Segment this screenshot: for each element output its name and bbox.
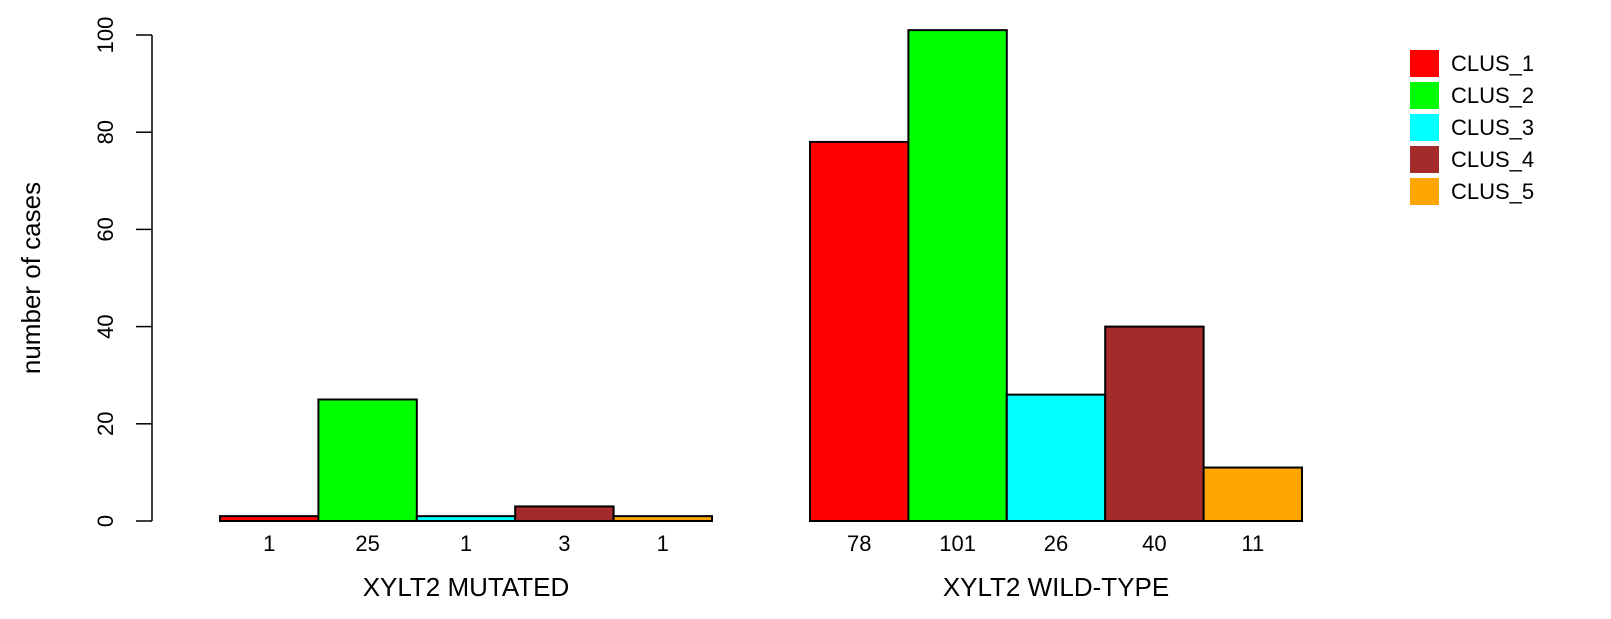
bar-count-label: 1 — [657, 531, 669, 556]
bar — [219, 515, 320, 523]
bar-count-label: 78 — [847, 531, 871, 556]
y-tick-label: 0 — [93, 515, 118, 527]
bar — [1104, 325, 1205, 522]
bar — [809, 140, 910, 522]
legend-item: CLUS_1 — [1410, 50, 1534, 77]
group-label: XYLT2 WILD-TYPE — [943, 572, 1169, 602]
legend-item: CLUS_5 — [1410, 178, 1534, 205]
bar — [514, 505, 615, 523]
bar — [1202, 466, 1303, 523]
legend-label: CLUS_4 — [1451, 147, 1534, 172]
bar — [1005, 393, 1107, 523]
legend-swatch — [1410, 178, 1439, 205]
y-axis-title: number of cases — [16, 182, 46, 374]
legend-item: CLUS_4 — [1410, 146, 1534, 173]
legend-item: CLUS_3 — [1410, 114, 1534, 141]
group-label: XYLT2 MUTATED — [363, 572, 570, 602]
y-tick-label: 100 — [93, 17, 118, 54]
y-tick-label: 20 — [93, 412, 118, 436]
legend-label: CLUS_3 — [1451, 115, 1534, 140]
legend-item: CLUS_2 — [1410, 82, 1534, 109]
bar-count-label: 1 — [460, 531, 472, 556]
bar-count-label: 11 — [1241, 531, 1264, 556]
bar-count-label: 1 — [263, 531, 275, 556]
bar — [317, 398, 418, 522]
bar — [415, 515, 517, 523]
bar-count-label: 26 — [1044, 531, 1068, 556]
bar-count-label: 3 — [558, 531, 570, 556]
legend-label: CLUS_1 — [1451, 51, 1534, 76]
bar-count-label: 40 — [1142, 531, 1166, 556]
legend-swatch — [1410, 114, 1439, 141]
y-tick-label: 80 — [93, 120, 118, 144]
bar-group: 78 101 26 40 11 XYLT2 WILD-TYPE — [809, 29, 1303, 602]
y-axis: 0 20 40 60 80 100 — [93, 17, 153, 527]
bar-count-label: 101 — [939, 531, 976, 556]
bar — [612, 515, 713, 523]
y-tick-label: 40 — [93, 314, 118, 338]
legend-swatch — [1410, 146, 1439, 173]
legend-label: CLUS_5 — [1451, 179, 1534, 204]
legend-label: CLUS_2 — [1451, 83, 1534, 108]
bar-count-label: 25 — [355, 531, 379, 556]
legend-swatch — [1410, 82, 1439, 109]
legend: CLUS_1 CLUS_2 CLUS_3 CLUS_4 CLUS_5 — [1410, 50, 1534, 205]
y-tick-label: 60 — [93, 217, 118, 241]
legend-swatch — [1410, 50, 1439, 77]
bar — [907, 29, 1008, 522]
